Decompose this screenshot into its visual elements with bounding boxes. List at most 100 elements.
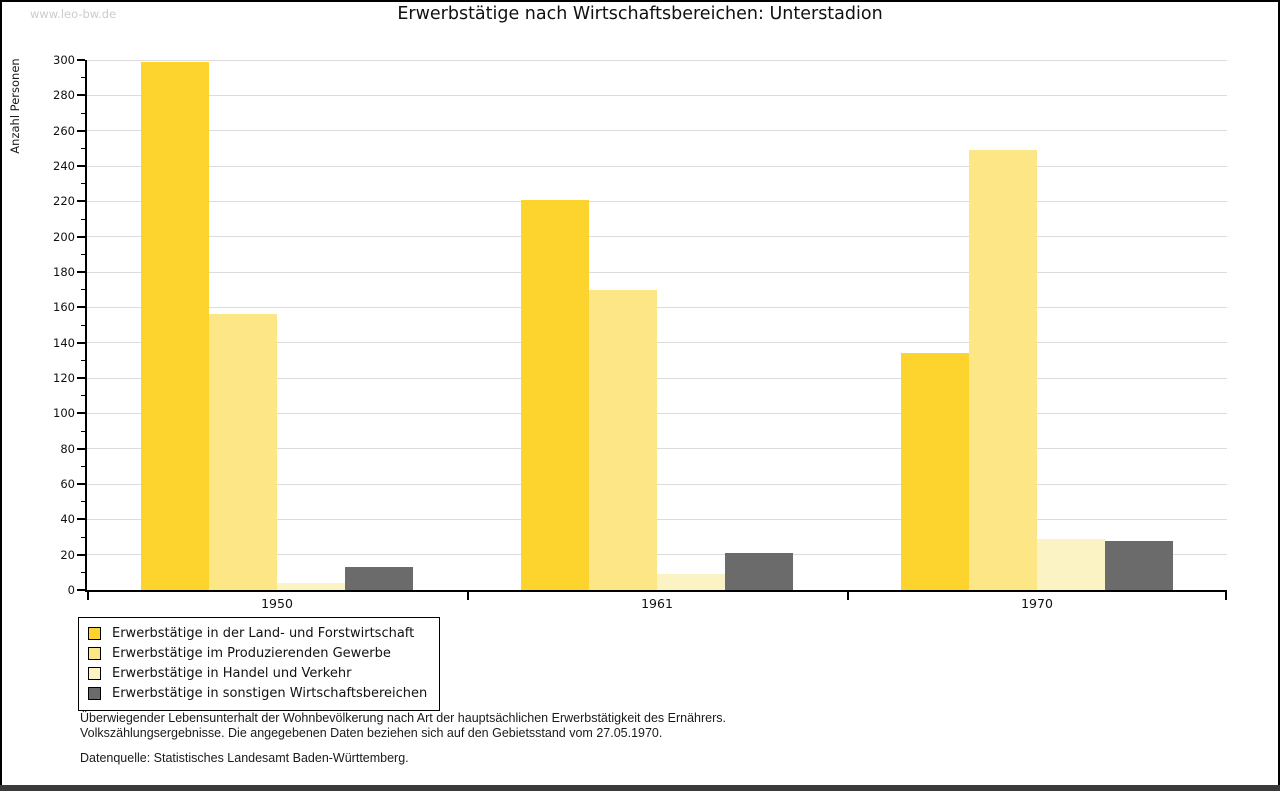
y-tick-label-200: 200 [53,229,75,244]
y-tick-260 [77,129,85,132]
y-axis-title: Anzahl Personen [8,58,22,154]
y-minor-tick-230 [81,183,85,185]
legend-item-2: Erwerbstätige im Produzierenden Gewerbe [88,643,427,663]
h-gridline-40 [87,518,1227,520]
y-tick-label-160: 160 [53,300,75,315]
h-gridline-160 [87,306,1227,308]
h-gridline-60 [87,483,1227,485]
legend-label: Erwerbstätige in Handel und Verkehr [112,665,352,681]
plot-area: 0 20 40 60 80 100 120 140 160 180 200 220 240 260 280 3… [53,53,1227,611]
y-tick-label-180: 180 [53,265,75,279]
data-source-text: Datenquelle: Statistisches Landesamt Bad… [80,751,409,765]
x-tick-3 [1225,592,1227,600]
y-tick-140 [77,341,85,344]
legend-swatch-icon [88,626,101,640]
bar-1970-series-3 [1037,538,1105,590]
y-tick-280 [77,94,85,97]
watermark-url: www.leo-bw.de [30,7,117,21]
h-gridline-200 [87,236,1227,238]
y-minor-tick-270 [81,112,85,114]
bar-1970-series-4 [1105,540,1173,590]
y-tick-label-40: 40 [60,512,75,527]
y-minor-tick-50 [81,501,85,503]
y-minor-tick-250 [81,147,85,149]
y-tick-0 [77,589,85,591]
y-tick-label-80: 80 [60,441,75,456]
y-tick-160 [77,306,85,309]
legend-swatch-icon [88,686,101,700]
y-tick-220 [77,200,85,203]
y-tick-label-300: 300 [53,53,75,67]
h-gridline-80 [87,448,1227,450]
y-minor-tick-30 [81,536,85,538]
y-minor-tick-90 [81,430,85,432]
h-gridline-260 [87,130,1227,132]
legend-label: Erwerbstätige in der Land- und Forstwirt… [112,625,415,641]
legend-label: Erwerbstätige im Produzierenden Gewerbe [112,645,391,661]
y-minor-tick-210 [81,218,85,220]
h-gridline-140 [87,342,1227,344]
legend-item-4: Erwerbstätige in sonstigen Wirtschaftsbe… [88,683,427,703]
y-tick-label-20: 20 [60,547,75,562]
y-tick-label-100: 100 [53,406,75,421]
bar-1961-series-1 [521,199,589,590]
y-minor-tick-290 [81,77,85,79]
x-tick-1 [467,592,469,600]
y-tick-label-120: 120 [53,371,75,385]
y-tick-80 [77,447,85,450]
y-tick-20 [77,553,85,556]
y-minor-tick-150 [81,324,85,326]
y-minor-tick-130 [81,359,85,361]
h-gridline-240 [87,165,1227,167]
h-gridline-120 [87,377,1227,379]
h-gridline-180 [87,271,1227,273]
y-tick-240 [77,165,85,167]
bar-1961-series-4 [725,552,793,590]
y-tick-label-60: 60 [60,477,75,491]
footnote-line-2: Volkszählungsergebnisse. Die angegebenen… [80,726,663,740]
bar-1970-series-1 [901,353,969,590]
h-gridline-300 [87,59,1227,61]
bar-1970-series-2 [969,150,1037,590]
h-gridline-20 [87,554,1227,556]
legend-swatch-icon [88,666,101,680]
y-tick-180 [77,271,85,273]
y-minor-tick-170 [81,289,85,291]
x-tick-2 [847,592,849,600]
bar-1950-series-1 [141,61,209,590]
legend-item-3: Erwerbstätige in Handel und Verkehr [88,663,427,683]
y-minor-tick-190 [81,253,85,255]
bar-1961-series-3 [657,574,725,590]
legend-box: Erwerbstätige in der Land- und Forstwirt… [78,617,441,711]
legend-label: Erwerbstätige in sonstigen Wirtschaftsbe… [112,685,428,701]
y-tick-label-220: 220 [53,194,75,209]
bar-1950-series-2 [209,314,277,590]
y-minor-tick-110 [81,395,85,397]
y-tick-300 [77,59,85,61]
footnote-line-1: Überwiegender Lebensunterhalt der Wohnbe… [80,711,726,725]
legend-swatch-icon [88,646,101,660]
chart-title: Erwerbstätige nach Wirtschaftsbereichen:… [397,4,883,24]
y-tick-60 [77,483,85,485]
y-minor-tick-10 [81,571,85,573]
bottom-border-bar [0,785,1280,791]
bar-1950-series-4 [345,567,413,590]
y-tick-label-260: 260 [53,123,75,138]
h-gridline-100 [87,412,1227,414]
y-tick-label-140: 140 [53,335,75,350]
x-tick-0 [87,592,89,600]
y-tick-200 [77,235,85,238]
y-tick-40 [77,518,85,521]
y-tick-label-0: 0 [67,583,75,597]
h-gridline-280 [87,94,1227,96]
x-category-label-1950: 1950 [261,596,293,611]
bar-1961-series-2 [589,289,657,590]
y-tick-label-280: 280 [53,88,75,103]
y-tick-label-240: 240 [53,159,75,173]
x-category-label-1961: 1961 [641,596,673,611]
bar-1950-series-3 [277,582,345,590]
footnote-text: Überwiegender Lebensunterhalt der Wohnbe… [80,711,726,741]
y-tick-100 [77,412,85,415]
h-gridline-220 [87,200,1227,202]
